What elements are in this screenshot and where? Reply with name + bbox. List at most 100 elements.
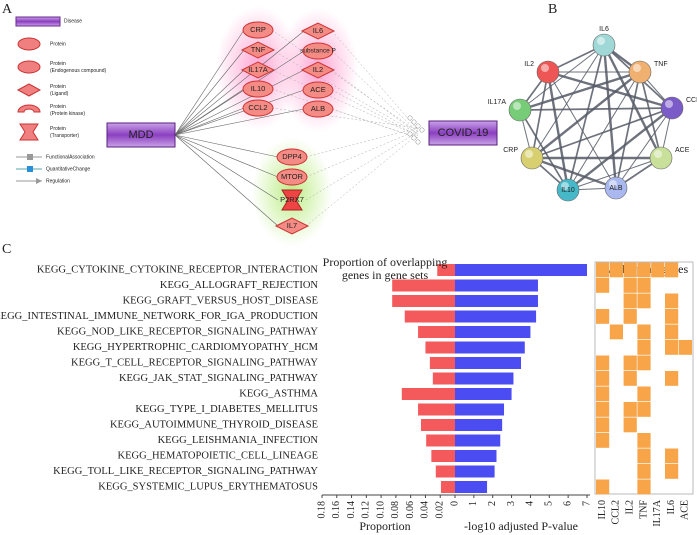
node-label: CCL2 [248, 103, 267, 112]
node-label: IL17A [248, 65, 268, 74]
string-edge [567, 157, 662, 191]
heatmap-cell [665, 402, 678, 417]
edge [174, 134, 279, 158]
node-label: IL2 [524, 61, 534, 68]
ball-shine [525, 150, 533, 158]
heatmap-cell [624, 325, 637, 340]
bar [455, 434, 501, 447]
bar [421, 419, 455, 431]
heatmap-cell [596, 294, 609, 309]
bar [426, 434, 455, 447]
bar [418, 326, 455, 338]
bar [392, 279, 455, 292]
heatmap-cell [637, 418, 650, 433]
heatmap-cell [610, 480, 623, 495]
node-label: IL10 [561, 187, 575, 194]
heatmap-cell [596, 355, 610, 371]
x-axis-label: -log10 adjusted P-value [464, 519, 578, 533]
string-edge [615, 107, 673, 189]
bar [429, 357, 455, 369]
heatmap-cell [624, 340, 637, 355]
heatmap-cell [651, 356, 664, 371]
bar [455, 295, 538, 307]
column-label: ACE [680, 500, 691, 520]
heatmap-cell [637, 448, 651, 464]
protein-node [300, 22, 336, 40]
heatmap-cell [623, 417, 637, 433]
x-tick-label: 3 [506, 501, 517, 506]
heatmap-cell [623, 262, 637, 278]
edge [174, 69, 245, 136]
heatmap-cell [623, 355, 637, 371]
heatmap-cell [596, 371, 610, 386]
heatmap-cell [651, 402, 664, 417]
edge-end [411, 119, 417, 125]
node-label: CRP [250, 25, 266, 34]
protein-ball [508, 98, 532, 122]
edge [174, 69, 305, 136]
legend-line: Protein [50, 61, 66, 67]
bar [431, 450, 455, 462]
heatmap-cell [637, 355, 651, 371]
column-label: TNF [638, 500, 649, 519]
edge [174, 134, 279, 201]
heatmap-cell [679, 309, 692, 324]
heatmap-cell [610, 387, 623, 402]
bar [455, 310, 537, 323]
category-label: KEGG_TYPE_I_DIABETES_MELLITUS [135, 404, 318, 415]
column-label: IL10 [597, 500, 608, 519]
heatmap-cell [651, 340, 664, 355]
heatmap-cell [623, 278, 637, 293]
edge [174, 49, 245, 136]
string-edge [602, 44, 663, 159]
heatmap-cell [665, 278, 678, 293]
heatmap-cell [679, 356, 692, 371]
edge-end [419, 127, 425, 133]
heatmap-cell [610, 371, 623, 386]
x-tick-label: 0.02 [435, 501, 446, 519]
protein-node [300, 61, 336, 79]
string-edge [567, 71, 641, 191]
x-tick-label: 0.16 [331, 501, 342, 519]
x-tick-label: 0 [449, 501, 460, 506]
string-edge [531, 107, 673, 159]
heatmap-cell [596, 325, 609, 340]
x-tick-label: 0.08 [390, 501, 401, 519]
x-tick-label: 1 [468, 501, 479, 506]
edge [174, 89, 305, 136]
string-edge [547, 70, 673, 110]
protein-ball [660, 96, 684, 120]
node-label: IL7 [287, 221, 297, 230]
heatmap-cell [624, 433, 637, 448]
heatmap-cell [610, 340, 623, 355]
heatmap-cell [610, 294, 623, 309]
node-label: TNF [251, 45, 266, 54]
string-edge [519, 109, 569, 191]
heatmap-cell [596, 402, 610, 417]
category-label: KEGG_T_CELL_RECEPTOR_SIGNALING_PATHWAY [71, 357, 318, 368]
node-label: ALB [311, 104, 325, 113]
protein-ball [536, 60, 560, 84]
heatmap-cell [679, 325, 692, 340]
protein-ball [628, 60, 652, 84]
heatmap-cell [651, 387, 664, 402]
heatmap-cell [637, 293, 651, 309]
edge [271, 69, 419, 137]
string-edge [531, 71, 641, 159]
x-tick-label: 5 [544, 501, 555, 506]
edge [331, 30, 419, 131]
bar [418, 403, 455, 416]
string-edge [519, 70, 641, 112]
bar [455, 388, 512, 400]
ball-shine [609, 180, 617, 188]
heatmap-cell [596, 262, 610, 278]
category-label: KEGG_AUTOIMMUNE_THYROID_DISEASE [110, 419, 318, 430]
node-label: IL6 [313, 26, 323, 35]
bar [455, 279, 538, 292]
legend-label: Protein (Transporter) [50, 126, 79, 139]
edge-end [415, 123, 421, 129]
edge [271, 29, 419, 133]
bar [392, 295, 455, 307]
edge-end [411, 135, 417, 141]
